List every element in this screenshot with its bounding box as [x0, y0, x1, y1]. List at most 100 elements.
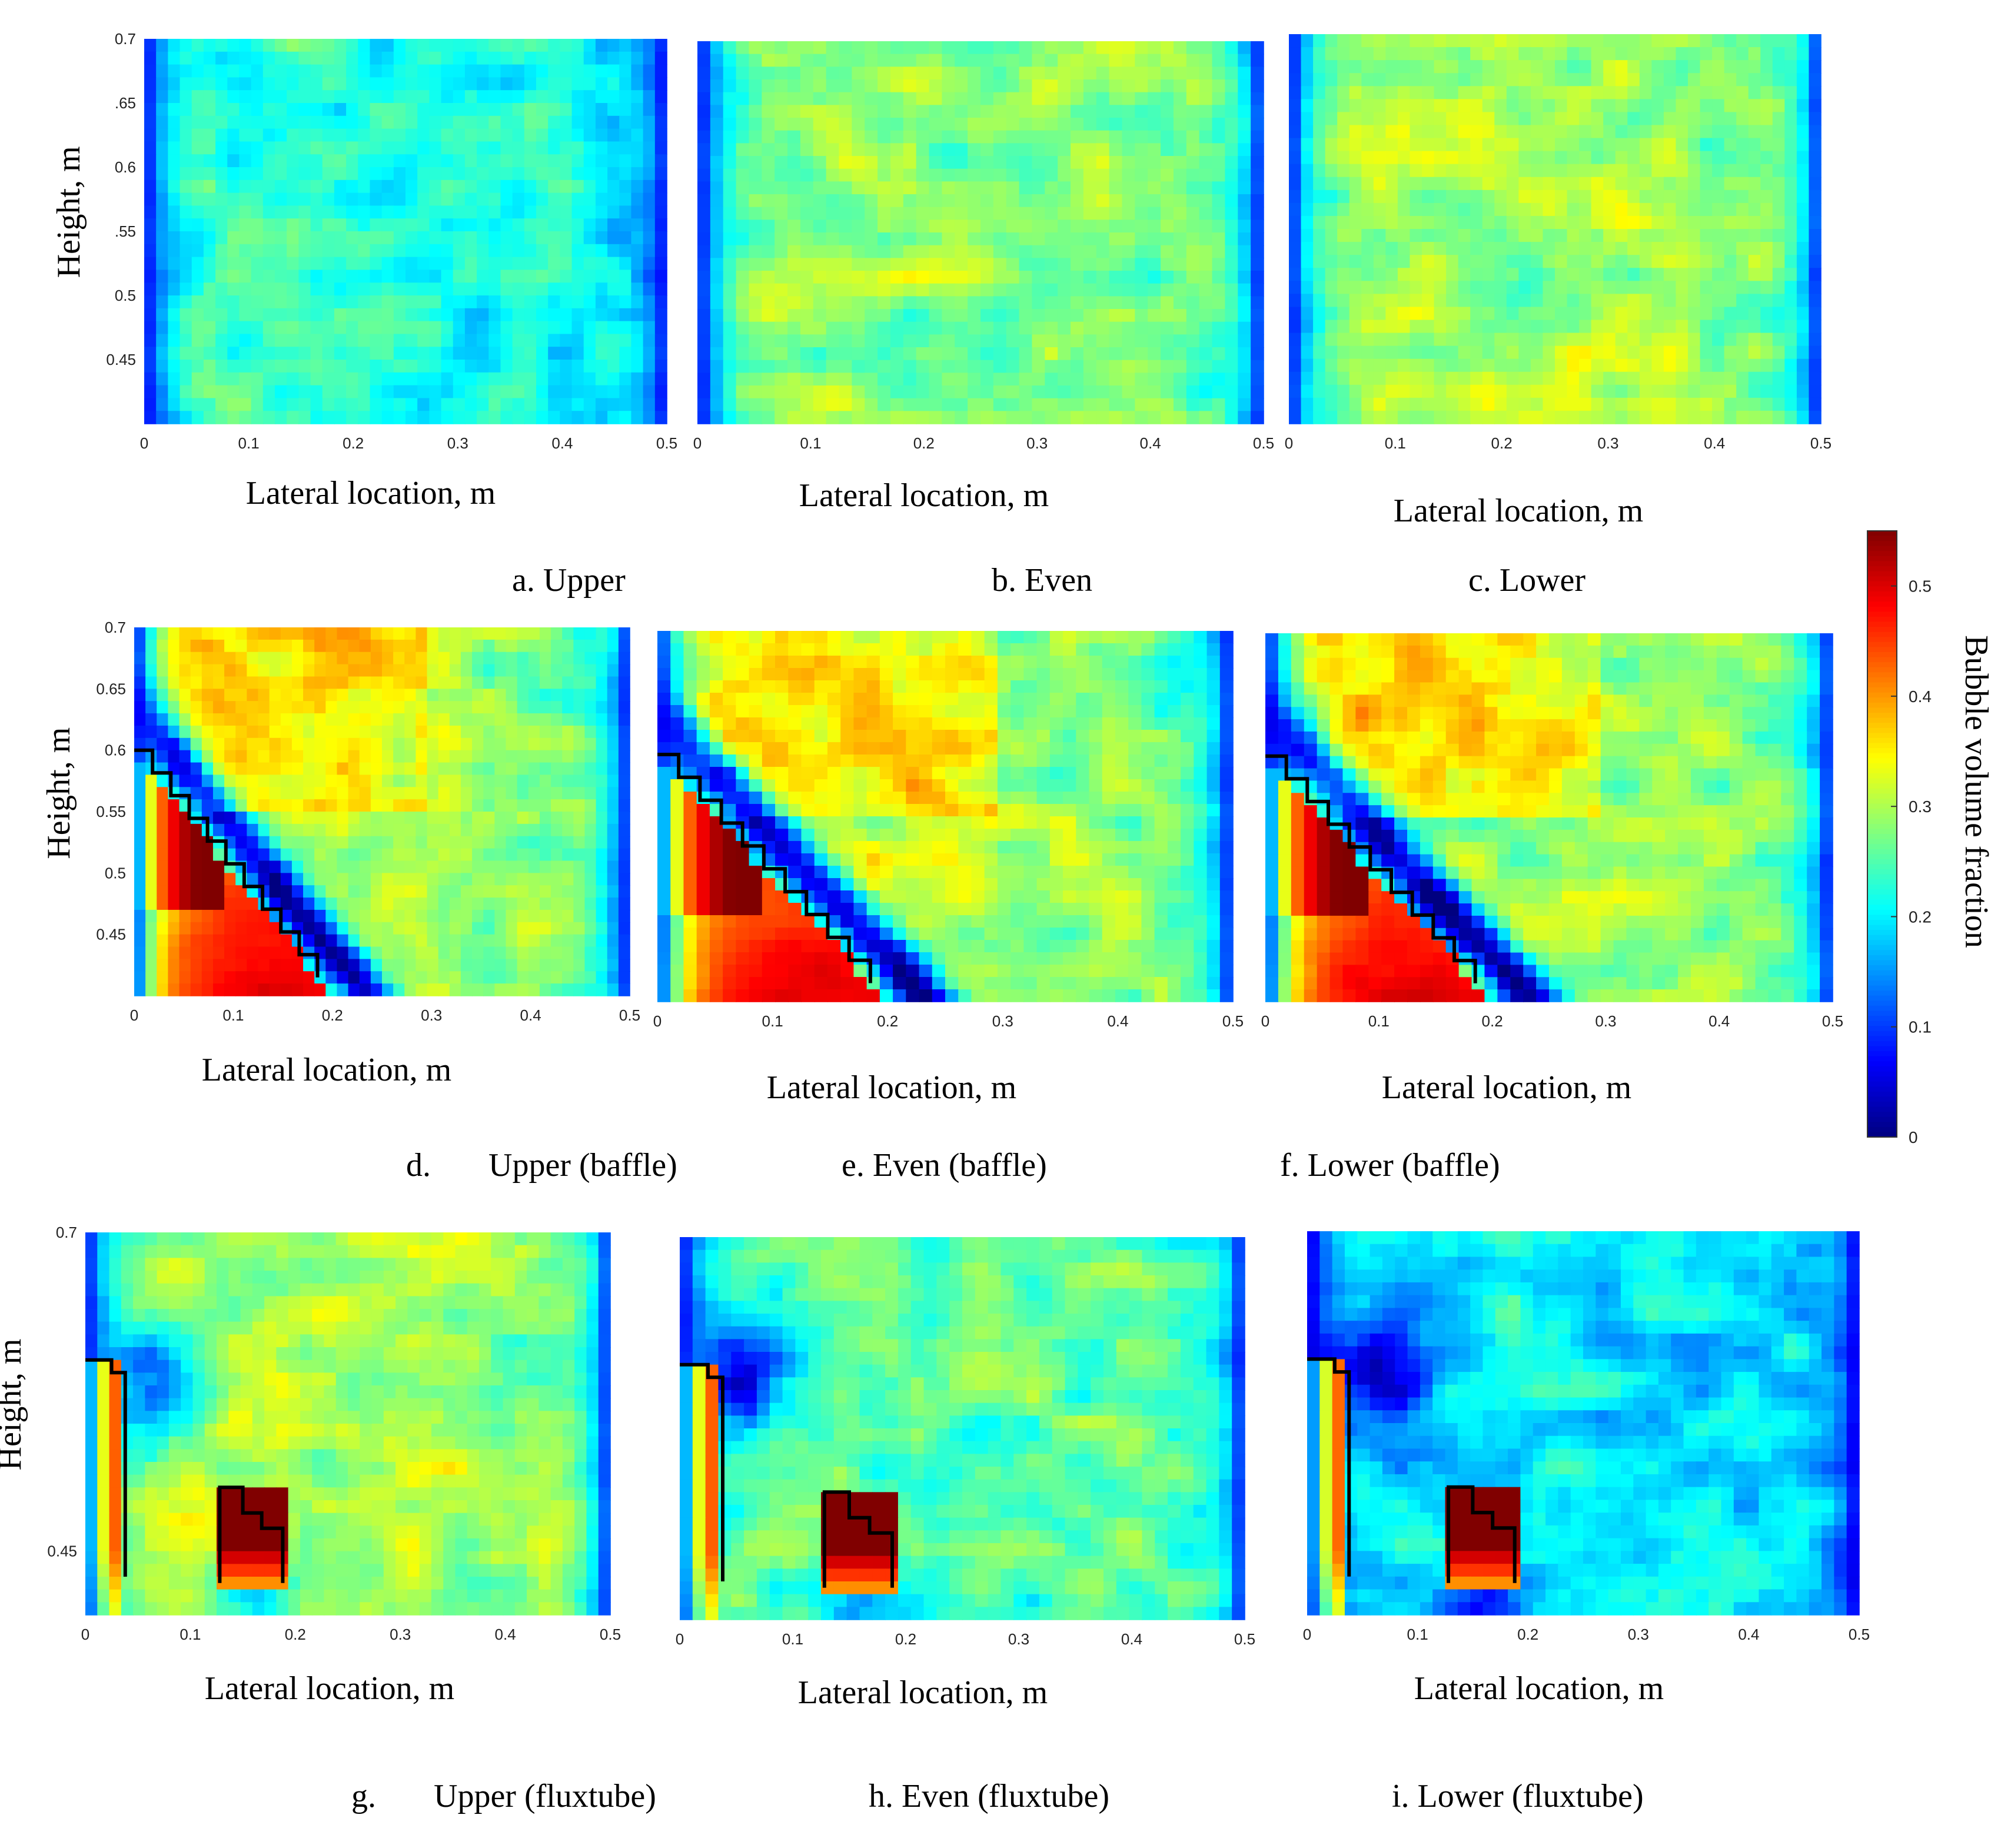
heatmap-cell — [346, 347, 359, 360]
y-axis-label: Height, m — [51, 146, 87, 278]
heatmap-cell — [1006, 385, 1020, 399]
heatmap-cell — [710, 156, 724, 169]
heatmap-cell — [607, 270, 620, 283]
heatmap-cell — [337, 627, 349, 640]
heatmap-cell — [562, 848, 574, 862]
heatmap-cell — [1688, 60, 1701, 74]
heatmap-cell — [1796, 99, 1810, 113]
heatmap-cell — [1458, 60, 1471, 74]
heatmap-cell — [314, 639, 327, 653]
heatmap-cell — [1109, 283, 1123, 297]
heatmap-cell — [607, 848, 619, 862]
heatmap-cell — [852, 130, 866, 144]
heatmap-cell — [405, 103, 418, 117]
heatmap-cell — [1748, 86, 1761, 100]
heatmap-cell — [993, 105, 1007, 118]
heatmap-cell — [1161, 92, 1174, 106]
heatmap-cell — [1736, 307, 1749, 321]
heatmap-cell — [512, 77, 525, 91]
heatmap-cell — [1470, 397, 1483, 411]
heatmap-cell — [1032, 258, 1046, 271]
heatmap-cell — [1555, 307, 1568, 321]
heatmap-cell — [517, 775, 529, 788]
heatmap-cell — [1494, 410, 1507, 424]
heatmap-cell — [1748, 138, 1761, 152]
heatmap-cell — [1337, 60, 1350, 74]
heatmap-cell — [416, 762, 428, 776]
heatmap-cell — [1135, 105, 1149, 118]
panel-caption: a. Upper — [512, 562, 626, 599]
heatmap-cell — [370, 141, 383, 155]
heatmap-cell — [438, 725, 450, 739]
heatmap-cell — [916, 220, 930, 233]
heatmap-cell — [1032, 245, 1046, 259]
heatmap-cell — [1109, 296, 1123, 310]
heatmap-cell — [955, 373, 968, 386]
heatmap-cell — [775, 105, 788, 118]
heatmap-cell — [1019, 143, 1033, 157]
heatmap-cell — [275, 244, 287, 258]
heatmap-cell — [1045, 207, 1058, 221]
heatmap-cell — [826, 258, 840, 271]
heatmap-cell — [775, 347, 788, 361]
heatmap-cell — [1212, 347, 1226, 361]
heatmap-cell — [325, 701, 338, 714]
heatmap-cell — [1173, 385, 1187, 399]
heatmap-cell — [1199, 130, 1213, 144]
heatmap-cell — [749, 207, 763, 221]
heatmap-cell — [584, 689, 597, 702]
heatmap-cell — [562, 725, 574, 739]
heatmap-cell — [583, 398, 596, 411]
heatmap-cell — [1458, 202, 1471, 217]
heatmap-cell — [500, 154, 513, 168]
heatmap-cell — [800, 271, 814, 284]
heatmap-cell — [1796, 410, 1810, 424]
heatmap-cell — [551, 713, 563, 726]
heatmap-cell — [1446, 138, 1459, 152]
heatmap-cell — [298, 334, 311, 347]
heatmap-cell — [826, 79, 840, 93]
heatmap-cell — [1434, 177, 1447, 191]
heatmap-cell — [1225, 118, 1239, 131]
heatmap-cell — [1238, 245, 1251, 259]
heatmap-cell — [787, 118, 801, 131]
heatmap-cell — [438, 713, 450, 726]
heatmap-cell — [955, 54, 968, 68]
heatmap-cell — [1530, 125, 1544, 139]
heatmap-cell — [1724, 229, 1737, 242]
heatmap-cell — [1422, 229, 1435, 242]
heatmap-cell — [1446, 177, 1459, 191]
heatmap-cell — [227, 77, 240, 91]
heatmap-cell — [477, 360, 490, 373]
heatmap-cell — [298, 321, 311, 335]
heatmap-cell — [348, 689, 360, 702]
heatmap-cell — [506, 664, 518, 677]
heatmap-cell — [334, 51, 347, 65]
heatmap-cell — [1422, 358, 1435, 373]
heatmap-cell — [583, 270, 596, 283]
heatmap-cell — [298, 90, 311, 104]
heatmap-cell — [1615, 358, 1628, 373]
heatmap-cell — [405, 192, 418, 207]
heatmap-cell — [1796, 242, 1810, 255]
heatmap-cell — [1530, 177, 1544, 191]
heatmap-cell — [654, 51, 667, 65]
heatmap-cell — [145, 713, 158, 726]
heatmap-cell — [865, 41, 878, 55]
heatmap-cell — [427, 639, 439, 653]
heatmap-cell — [1639, 73, 1653, 87]
heatmap-cell — [736, 207, 750, 221]
heatmap-cell — [1045, 321, 1058, 335]
heatmap-cell — [1301, 229, 1314, 242]
heatmap-cell — [1506, 47, 1520, 61]
heatmap-cell — [1555, 86, 1568, 100]
heatmap-cell — [1251, 296, 1264, 310]
heatmap-cell — [348, 676, 360, 690]
heatmap-cell — [235, 799, 248, 812]
heatmap-cell — [1225, 411, 1239, 424]
heatmap-cell — [1712, 215, 1725, 230]
heatmap-cell — [1482, 177, 1495, 191]
heatmap-cell — [262, 128, 275, 142]
heatmap-cell — [1543, 333, 1555, 347]
heatmap-cell — [916, 79, 930, 93]
